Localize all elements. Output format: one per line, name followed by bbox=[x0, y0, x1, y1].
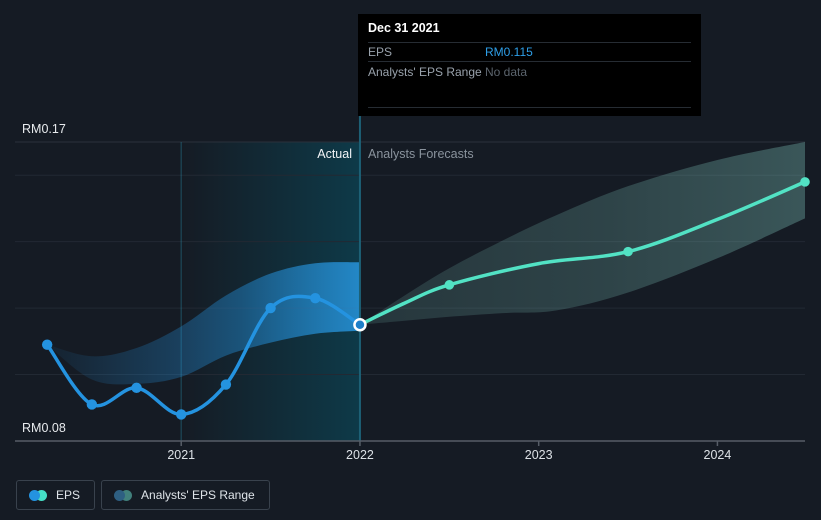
legend-item-eps[interactable]: EPS bbox=[16, 480, 96, 510]
chart-legend: EPS Analysts' EPS Range bbox=[16, 480, 270, 510]
tooltip-range-row: Analysts' EPS Range No data bbox=[368, 62, 691, 81]
tooltip-eps-value: RM0.115 bbox=[485, 45, 533, 59]
eps-range-series-icon bbox=[114, 489, 133, 501]
forecasts-phase-label: Analysts Forecasts bbox=[368, 147, 474, 161]
x-tick-2021: 2021 bbox=[167, 448, 196, 462]
x-tick-2024: 2024 bbox=[703, 448, 732, 462]
legend-item-analysts-eps-range[interactable]: Analysts' EPS Range bbox=[101, 480, 270, 510]
y-axis-max-label: RM0.17 bbox=[22, 122, 66, 136]
tooltip-eps-label: EPS bbox=[368, 45, 393, 59]
y-axis-min-label: RM0.08 bbox=[22, 421, 66, 435]
legend-eps-label: EPS bbox=[56, 488, 81, 502]
x-tick-2022: 2022 bbox=[346, 448, 374, 462]
tooltip-range-value: No data bbox=[485, 64, 528, 79]
tooltip-divider bbox=[368, 107, 691, 108]
x-tick-2023: 2023 bbox=[524, 448, 553, 462]
actual-phase-label: Actual bbox=[317, 147, 352, 161]
legend-range-label: Analysts' EPS Range bbox=[141, 488, 255, 502]
tooltip-date: Dec 31 2021 bbox=[368, 21, 691, 43]
tooltip-range-label: Analysts' EPS Range bbox=[368, 64, 482, 79]
eps-series-icon bbox=[29, 489, 47, 501]
hover-tooltip: Dec 31 2021 EPS RM0.115 Analysts' EPS Ra… bbox=[358, 14, 701, 116]
tooltip-eps-row: EPS RM0.115 bbox=[368, 43, 691, 62]
